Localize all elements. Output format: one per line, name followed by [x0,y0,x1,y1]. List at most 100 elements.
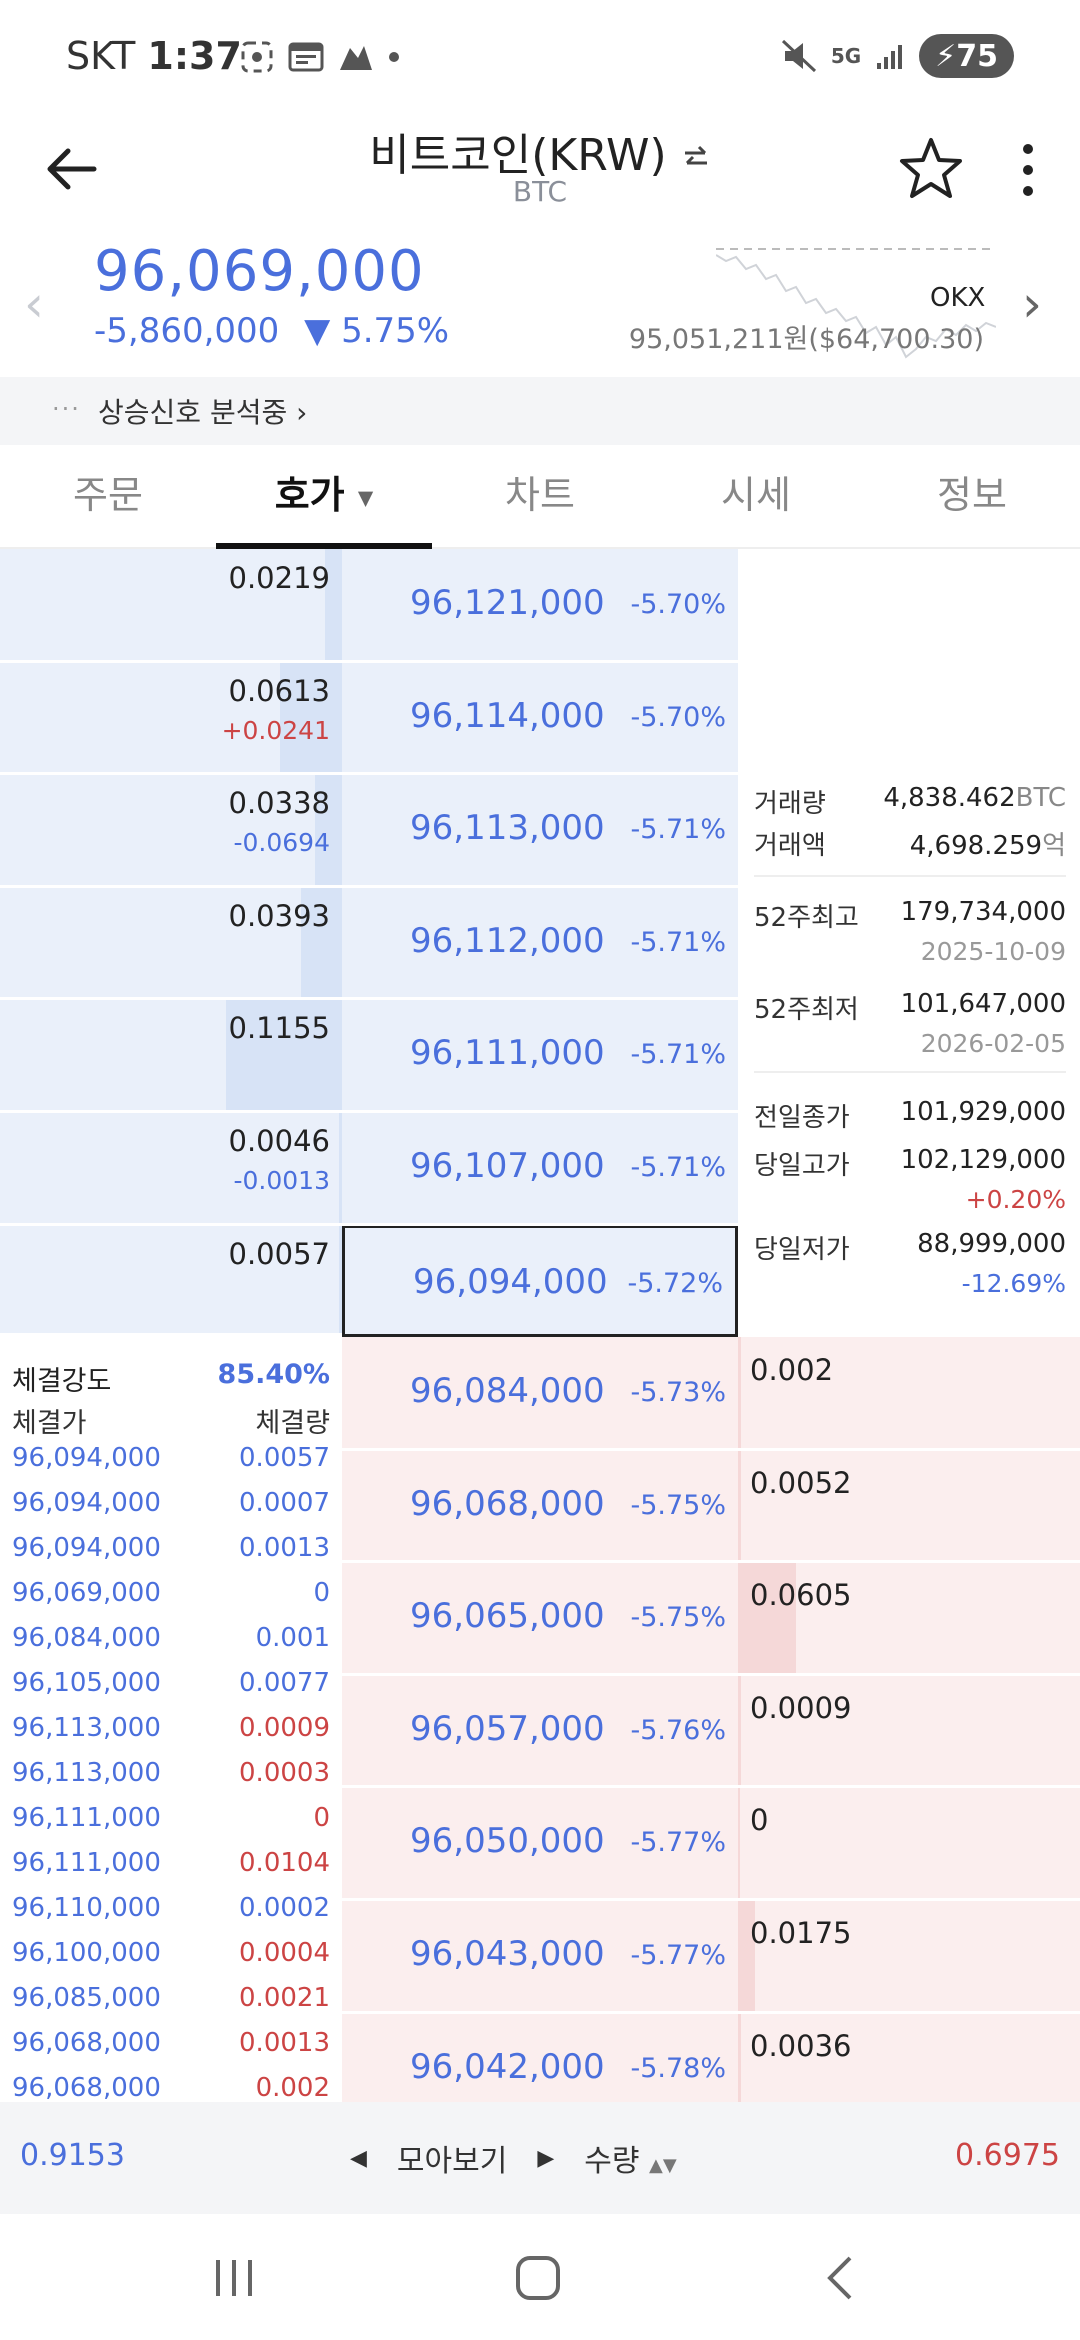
recents-icon[interactable] [212,2256,256,2300]
system-nav-bar [0,2214,1080,2340]
ask-depth-bar [315,774,342,886]
trade-qty: 0.0003 [239,1758,330,1788]
status-left: SKT 1:37 [66,34,242,78]
bid-price: 96,043,000 [410,1934,605,1974]
bid-qty-cell[interactable]: 0.0605 [738,1562,1080,1674]
bid-qty-cell[interactable]: 0.002 [738,1337,1080,1449]
coin-title[interactable]: 비트코인(KRW) [0,119,1080,183]
signal-text: 상승신호 분석중 › [98,396,308,429]
low52-date: 2026-02-05 [920,1029,1066,1058]
tab-order[interactable]: 주문 [0,445,216,549]
carrier-label: SKT [66,34,136,78]
amount-number: 4,698.259 [909,831,1043,861]
bid-qty-cell[interactable]: 0.0009 [738,1675,1080,1787]
chevron-left-icon[interactable]: ‹ [24,275,44,333]
bid-price: 96,065,000 [410,1596,605,1636]
bid-qty: 0.0052 [750,1466,852,1500]
ask-price-row[interactable]: 96,112,000 -5.71% [342,887,738,999]
star-icon[interactable] [898,135,964,201]
bid-rate: -5.78% [630,2053,726,2084]
trade-price: 96,100,000 [12,1938,161,1968]
signal-banner[interactable]: ··· 상승신호 분석중 › [0,377,1080,445]
swap-icon[interactable] [681,143,711,173]
ask-qty-cell[interactable]: 0.0338 -0.0694 [0,774,342,886]
bid-price-row[interactable]: 96,043,000 -5.77% [342,1900,738,2012]
ask-qty: 0.0219 [228,561,330,595]
ask-price-row[interactable]: 96,107,000 -5.71% [342,1112,738,1224]
high52-value: 179,734,000 [900,897,1066,927]
ask-qty-delta: -0.0694 [233,828,331,857]
ask-qty-cell[interactable]: 0.0613 +0.0241 [0,662,342,774]
tab-info[interactable]: 정보 [864,445,1080,549]
bid-rate: -5.75% [630,1602,726,1633]
day-high-label: 당일고가 [754,1151,850,1181]
day-high-value: 102,129,000 [900,1145,1066,1175]
amount-value: 4,698.259억 [910,825,1066,862]
ask-qty-cell[interactable]: 0.0057 [0,1225,342,1337]
trade-row: 96,100,000 0.0004 [12,1938,330,1978]
trade-qty: 0.002 [255,2073,330,2103]
ask-depth-bar [280,662,342,774]
arrow-left-icon[interactable] [40,137,104,201]
orderbook-footer: 0.9153 ◀ 모아보기 ▶ 수량 ▲▼ 0.6975 [0,2102,1080,2214]
chevron-right-icon[interactable]: › [1022,275,1042,333]
trade-row: 96,094,000 0.0007 [12,1488,330,1528]
bid-qty: 0.0009 [750,1691,852,1725]
row-divider [342,1560,1080,1563]
ask-qty-cell[interactable]: 0.0219 [0,549,342,661]
group-view-button[interactable]: 모아보기 [396,2144,508,2179]
ask-qty-cell[interactable]: 0.1155 [0,999,342,1111]
ask-rate: -5.71% [630,814,726,845]
row-divider [342,1785,1080,1788]
trade-row: 96,094,000 0.0013 [12,1533,330,1573]
bid-qty-cell[interactable]: 0 [738,1787,1080,1899]
ask-price-row[interactable]: 96,121,000 -5.70% [342,549,738,661]
bid-price-row[interactable]: 96,057,000 -5.76% [342,1675,738,1787]
back-nav-icon[interactable] [820,2254,860,2302]
bid-price-row[interactable]: 96,084,000 -5.73% [342,1337,738,1449]
coin-name: 비트코인(KRW) [369,130,667,181]
trade-price: 96,110,000 [12,1893,161,1923]
more-vertical-icon[interactable] [1010,137,1046,203]
day-low-label: 당일저가 [754,1235,850,1265]
caret-right-icon[interactable]: ▶ [537,2145,555,2171]
tab-quotes[interactable]: 시세 [648,445,864,549]
home-icon[interactable] [514,2254,562,2302]
bid-price-row[interactable]: 96,068,000 -5.75% [342,1450,738,1562]
tab-label: 차트 [505,473,575,517]
status-bar: SKT 1:37 5G ⚡ 75 [0,0,1080,115]
bid-depth-bar [738,1450,741,1562]
bid-qty-cell[interactable]: 0.0175 [738,1900,1080,2012]
ask-price-row[interactable]: 96,111,000 -5.71% [342,999,738,1111]
qty-sort-button[interactable]: 수량 ▲▼ [584,2136,676,2180]
calendar-icon [288,42,324,72]
bid-price-row[interactable]: 96,065,000 -5.75% [342,1562,738,1674]
strength-value: 85.40% [217,1359,330,1390]
bid-price-row[interactable]: 96,050,000 -5.77% [342,1787,738,1899]
tab-orderbook[interactable]: 호가 ▼ [216,445,432,551]
ask-price-row[interactable]: 96,094,000 -5.72% [342,1225,738,1337]
row-divider [342,1673,1080,1676]
coin-symbol: BTC [512,175,568,208]
tab-chart[interactable]: 차트 [432,445,648,549]
row-divider [0,1223,738,1226]
bid-qty: 0.0605 [750,1578,852,1612]
footer-controls: ◀ 모아보기 ▶ 수량 ▲▼ [350,2136,677,2180]
trade-price-header: 체결가 [12,1408,87,1439]
change-percent: ▼ 5.75% [304,311,450,351]
ask-rate: -5.71% [630,1039,726,1070]
row-divider [342,2011,1080,2014]
caret-left-icon[interactable]: ◀ [350,2145,367,2171]
ask-qty-cell[interactable]: 0.0046 -0.0013 [0,1112,342,1224]
bid-qty-cell[interactable]: 0.0052 [738,1450,1080,1562]
divider [754,1071,1066,1073]
trade-qty: 0.0077 [239,1668,330,1698]
trade-qty: 0.0002 [239,1893,330,1923]
trade-row: 96,068,000 0.0013 [12,2028,330,2068]
ask-price-row[interactable]: 96,113,000 -5.71% [342,774,738,886]
volume-value: 4,838.462BTC [883,783,1066,813]
current-price: 96,069,000 [94,239,425,304]
trade-row: 96,110,000 0.0002 [12,1893,330,1933]
ask-qty-cell[interactable]: 0.0393 [0,887,342,999]
ask-price-row[interactable]: 96,114,000 -5.70% [342,662,738,774]
